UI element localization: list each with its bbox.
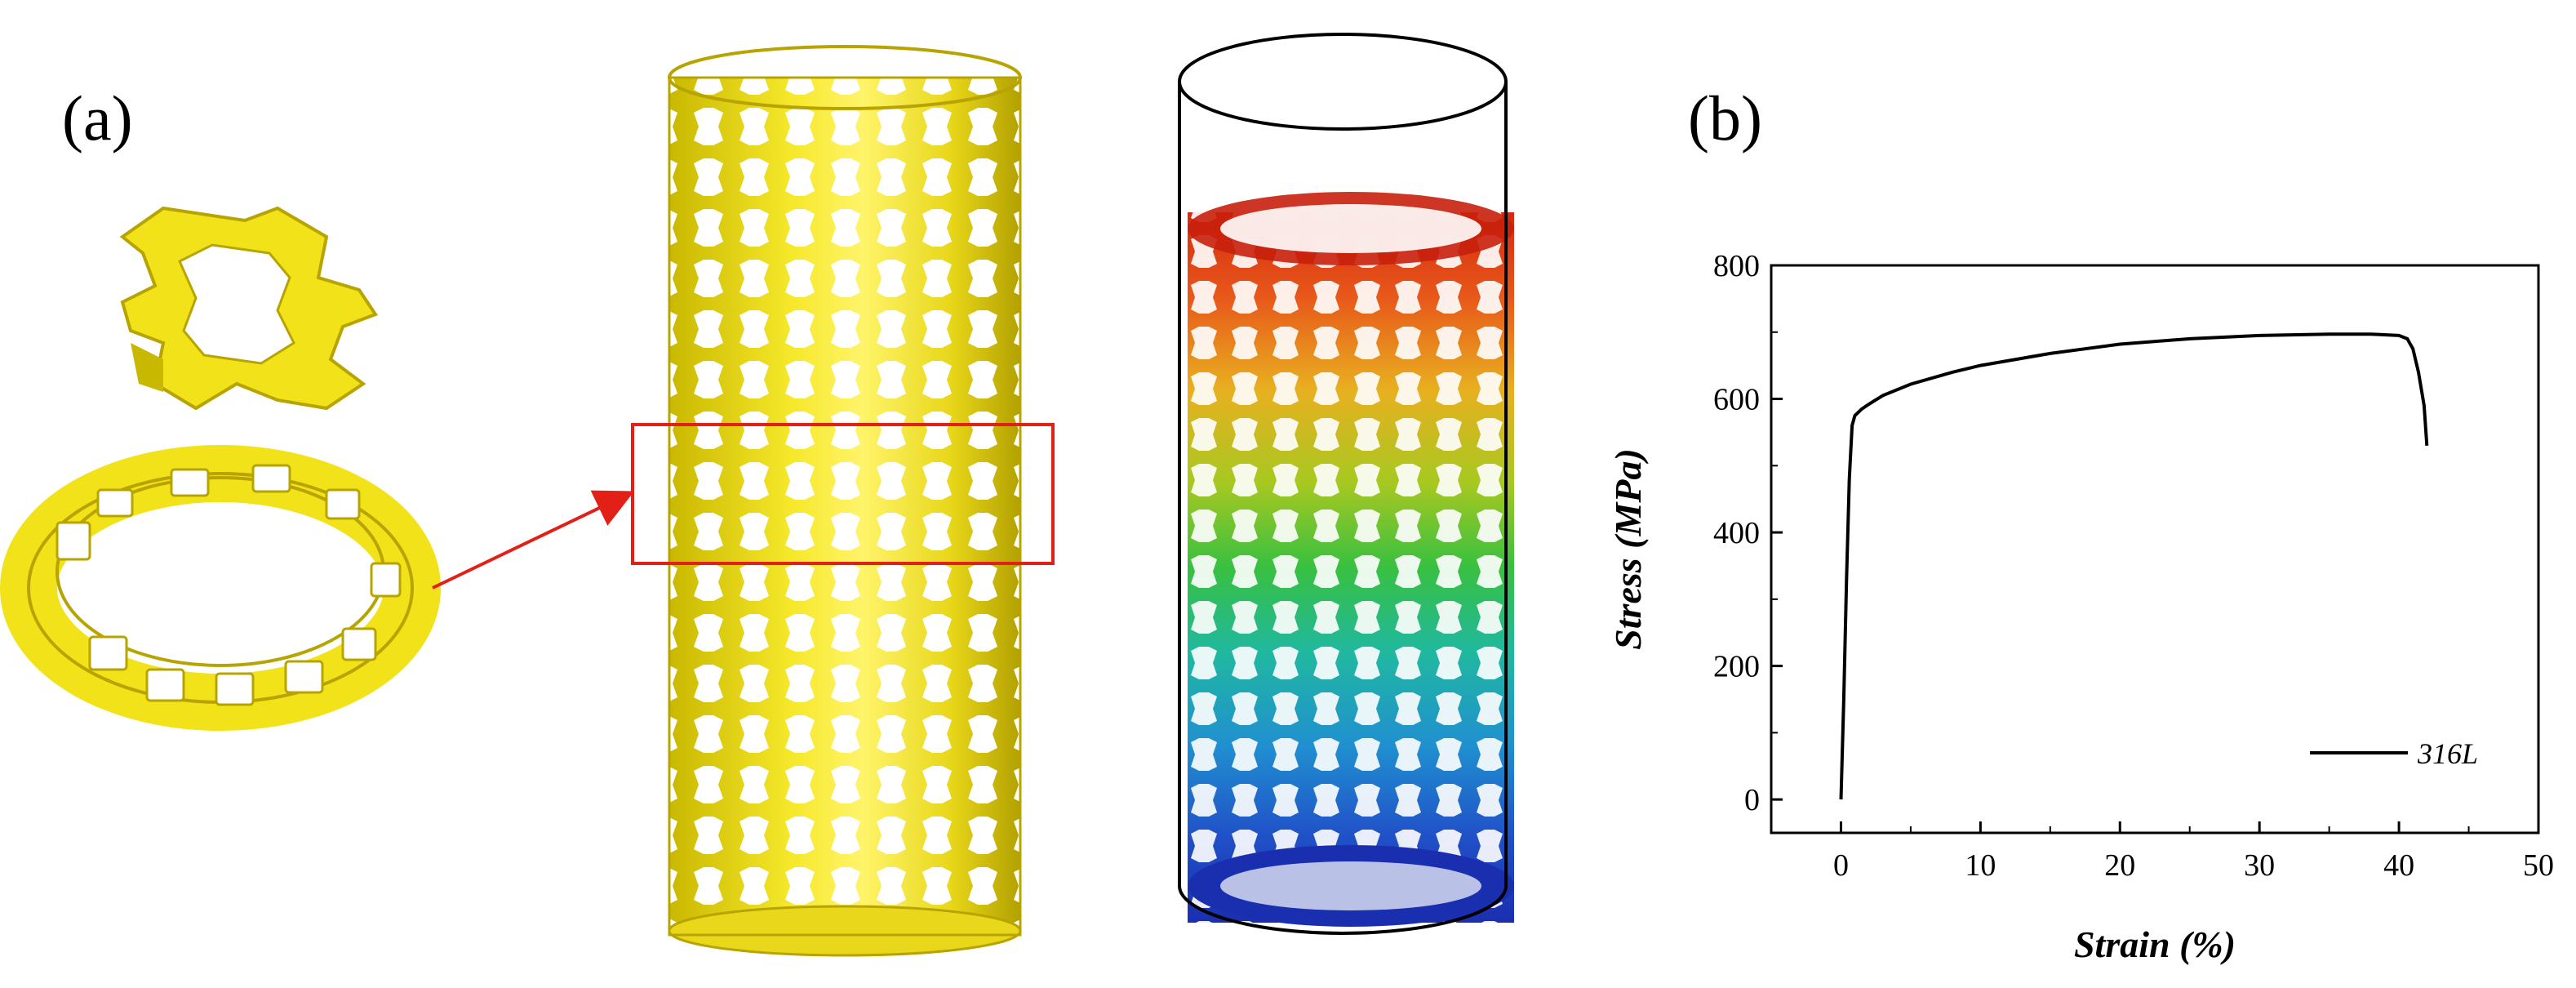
panel-label-a: (a)	[62, 82, 133, 154]
rigid-tube-outline	[1178, 33, 1508, 935]
unit-cell-illustration	[119, 206, 379, 411]
stent-ring-illustration	[0, 445, 441, 731]
y-tick-label: 600	[1713, 383, 1760, 417]
x-axis: 0 10 20 30 40 50	[1833, 821, 2554, 883]
y-tick-label: 0	[1744, 783, 1760, 817]
x-tick-label: 40	[2383, 848, 2414, 883]
simulation-contour-model	[1188, 192, 1514, 927]
stress-strain-chart: 0 10 20 30 40 50 0 200 400 600 800 316L Strain (%…	[1607, 249, 2554, 965]
y-tick-label: 400	[1713, 516, 1760, 550]
callout-arrow	[432, 490, 635, 590]
series-line-316L	[1839, 332, 2429, 800]
x-tick-label: 10	[1965, 848, 1996, 883]
stent-model	[668, 45, 1022, 957]
plot-frame	[1770, 264, 2540, 834]
y-tick-label: 800	[1713, 249, 1760, 283]
x-axis-title: Strain (%)	[2074, 923, 2236, 965]
x-tick-label: 20	[2104, 848, 2135, 883]
y-axis-title: Stress (MPa)	[1607, 448, 1649, 650]
x-tick-label: 30	[2244, 848, 2275, 883]
highlight-box	[631, 423, 1055, 565]
x-tick-label: 0	[1833, 848, 1849, 883]
legend-label: 316L	[2417, 737, 2478, 770]
x-tick-label: 50	[2523, 848, 2554, 883]
panel-label-b: (b)	[1688, 82, 1762, 154]
y-axis: 0 200 400 600 800	[1713, 249, 1783, 817]
y-tick-label: 200	[1713, 650, 1760, 684]
